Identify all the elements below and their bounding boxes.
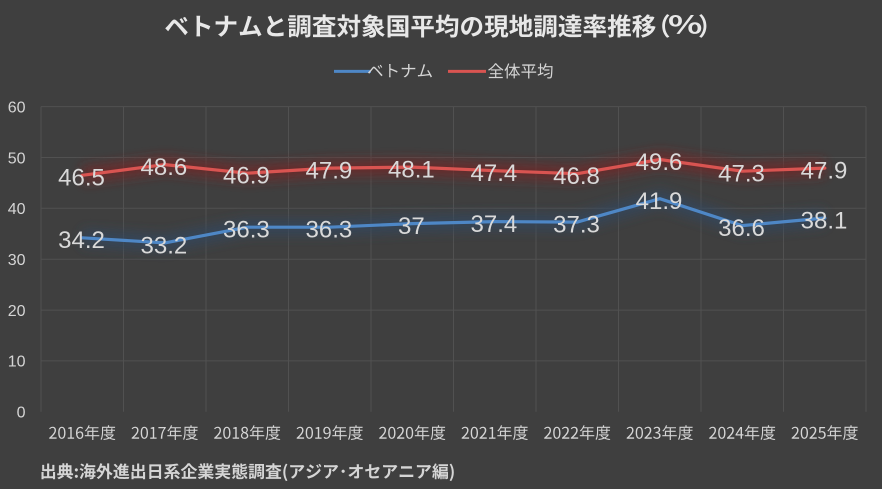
svg-text:46.9: 46.9 — [223, 163, 270, 190]
svg-text:37: 37 — [398, 213, 425, 240]
svg-text:50: 50 — [8, 150, 26, 167]
svg-text:20: 20 — [8, 303, 26, 320]
svg-text:47.4: 47.4 — [471, 160, 518, 187]
svg-text:38.1: 38.1 — [801, 207, 848, 234]
svg-text:33.2: 33.2 — [141, 232, 188, 259]
svg-text:0: 0 — [17, 405, 26, 422]
svg-text:47.3: 47.3 — [718, 161, 765, 188]
svg-text:34.2: 34.2 — [58, 227, 105, 254]
svg-text:47.9: 47.9 — [801, 158, 848, 185]
svg-text:37.3: 37.3 — [553, 212, 600, 239]
svg-text:60: 60 — [8, 99, 26, 116]
svg-text:41.9: 41.9 — [636, 188, 683, 215]
svg-text:49.6: 49.6 — [636, 149, 683, 176]
svg-text:36.3: 36.3 — [306, 217, 353, 244]
svg-text:37.4: 37.4 — [471, 211, 518, 238]
svg-text:46.5: 46.5 — [58, 165, 105, 192]
svg-text:36.3: 36.3 — [223, 217, 270, 244]
svg-text:36.6: 36.6 — [718, 215, 765, 242]
svg-text:46.8: 46.8 — [553, 163, 600, 190]
svg-text:48.6: 48.6 — [141, 154, 188, 181]
svg-text:40: 40 — [8, 201, 26, 218]
svg-text:10: 10 — [8, 354, 26, 371]
svg-text:30: 30 — [8, 252, 26, 269]
svg-text:48.1: 48.1 — [388, 157, 435, 184]
svg-text:47.9: 47.9 — [306, 158, 353, 185]
